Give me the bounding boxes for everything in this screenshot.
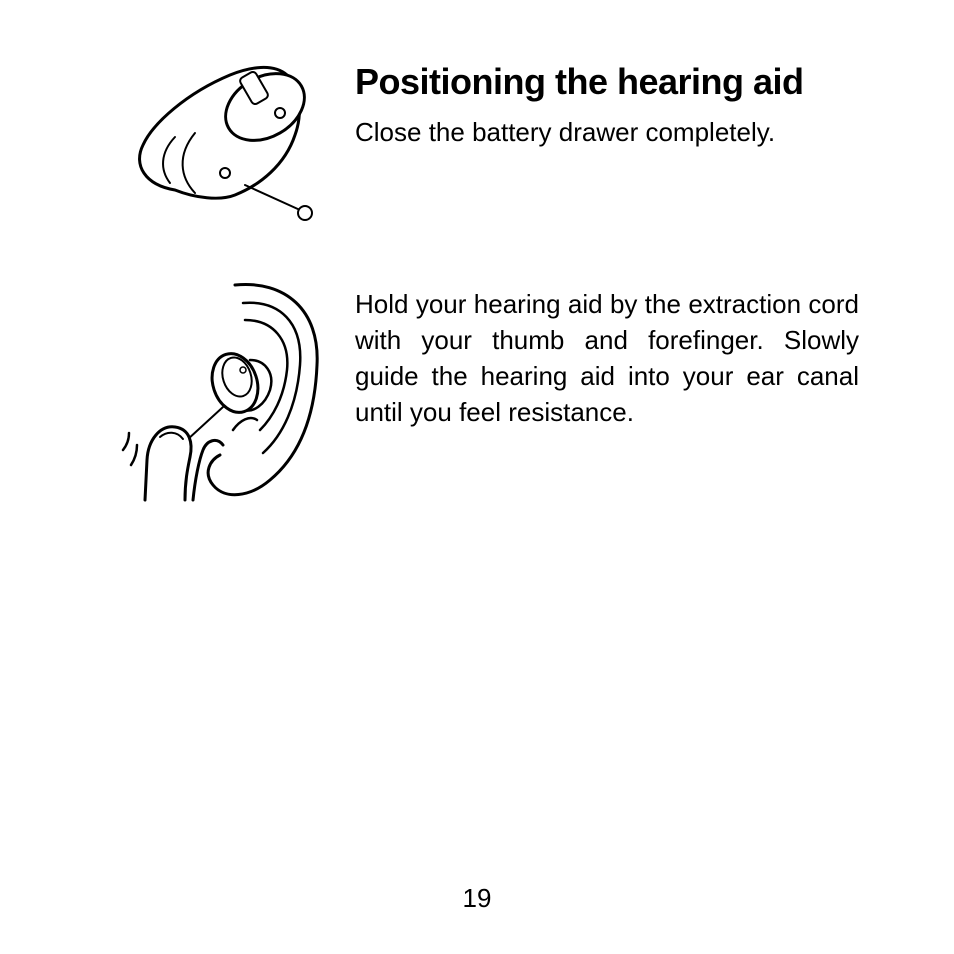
section-1-text: Positioning the hearing aid Close the ba…	[340, 55, 859, 150]
ear-insertion-illustration	[115, 265, 340, 505]
hearing-aid-icon	[115, 55, 340, 225]
section-1-body: Close the battery drawer completely.	[355, 115, 859, 150]
page-number: 19	[0, 883, 954, 914]
section-2: Hold your hearing aid by the extraction …	[115, 265, 859, 505]
section-heading: Positioning the hearing aid	[355, 61, 859, 103]
section-1: Positioning the hearing aid Close the ba…	[115, 55, 859, 225]
section-2-body: Hold your hearing aid by the extraction …	[355, 287, 859, 431]
document-page: Positioning the hearing aid Close the ba…	[0, 0, 954, 954]
ear-hand-icon	[115, 265, 340, 505]
section-2-text: Hold your hearing aid by the extraction …	[340, 265, 859, 431]
hearing-aid-illustration	[115, 55, 340, 225]
